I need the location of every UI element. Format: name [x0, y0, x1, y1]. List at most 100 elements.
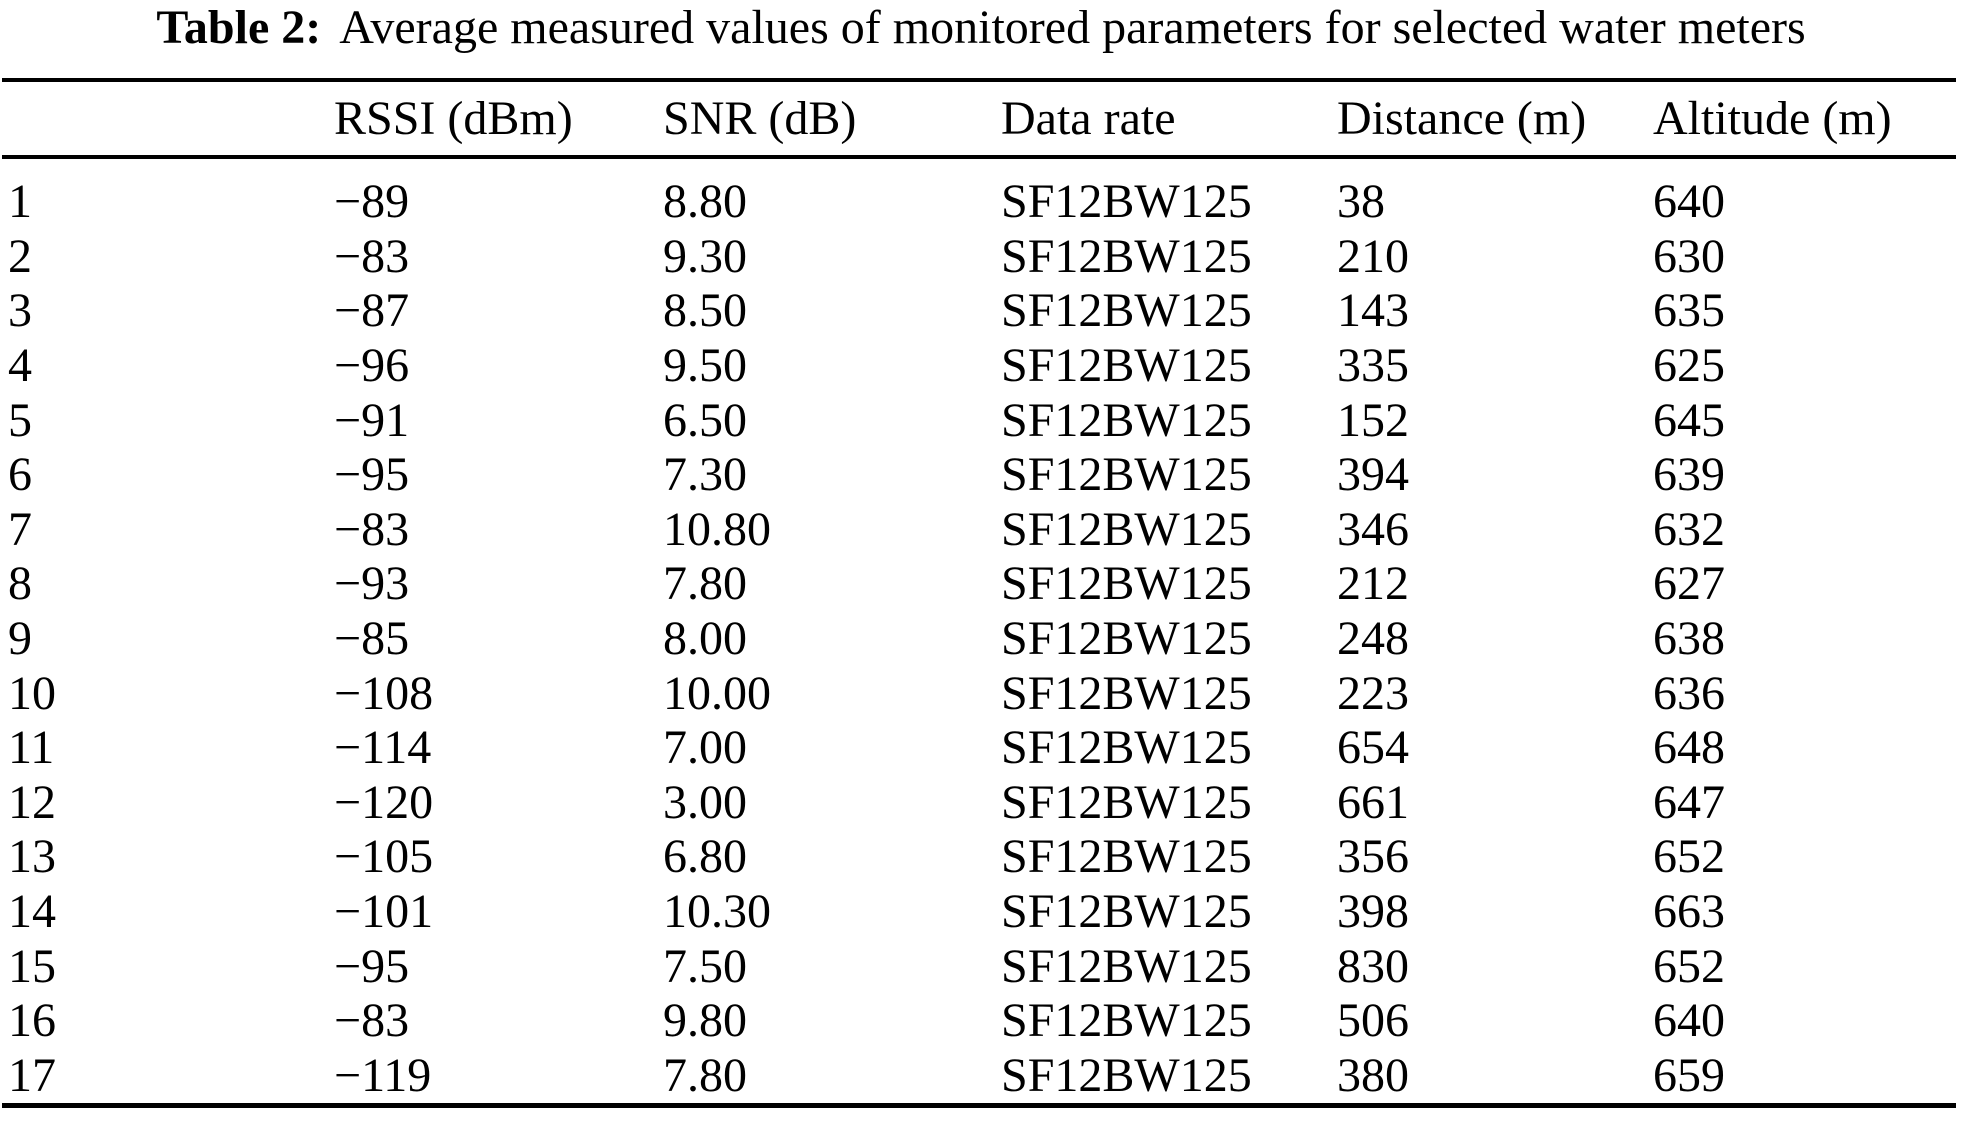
- column-header-distance-m: Distance (m): [1337, 92, 1587, 145]
- cell-distance: 380: [1337, 1048, 1409, 1102]
- cell-id: 1: [8, 175, 32, 229]
- column-header-empty: [2, 80, 334, 157]
- cell-distance: 210: [1337, 229, 1409, 283]
- cell-data-rate: SF12BW125: [1001, 885, 1252, 939]
- cell-rssi: −120: [334, 775, 434, 829]
- cell-distance: 223: [1337, 666, 1409, 720]
- cell-altitude: 635: [1653, 284, 1725, 338]
- cell-data-rate: SF12BW125: [1001, 448, 1252, 502]
- table-row: 7 −83 10.80 SF12BW125 346 632: [2, 503, 1956, 558]
- cell-altitude: 640: [1653, 175, 1725, 229]
- cell-snr: 10.00: [663, 666, 771, 720]
- cell-altitude: 625: [1653, 339, 1725, 393]
- table-row: 15 −95 7.50 SF12BW125 830 652: [2, 939, 1956, 994]
- cell-data-rate: SF12BW125: [1001, 229, 1252, 283]
- cell-id: 5: [8, 393, 32, 447]
- cell-id: 17: [8, 1048, 56, 1102]
- cell-snr: 10.30: [663, 885, 771, 939]
- table-row: 10 −108 10.00 SF12BW125 223 636: [2, 666, 1956, 721]
- cell-snr: 7.80: [663, 1048, 747, 1102]
- cell-rssi: −83: [334, 502, 410, 556]
- cell-distance: 38: [1337, 175, 1385, 229]
- cell-rssi: −108: [334, 666, 434, 720]
- cell-id: 7: [8, 502, 32, 556]
- cell-data-rate: SF12BW125: [1001, 721, 1252, 775]
- cell-rssi: −93: [334, 557, 410, 611]
- cell-data-rate: SF12BW125: [1001, 284, 1252, 338]
- table-caption-label: Table 2:: [156, 1, 322, 54]
- cell-id: 16: [8, 994, 56, 1048]
- cell-rssi: −83: [334, 229, 410, 283]
- cell-data-rate: SF12BW125: [1001, 502, 1252, 556]
- cell-snr: 7.00: [663, 721, 747, 775]
- cell-distance: 394: [1337, 448, 1409, 502]
- cell-id: 13: [8, 830, 56, 884]
- cell-distance: 346: [1337, 502, 1409, 556]
- column-header-snr-db: SNR (dB): [663, 92, 857, 145]
- cell-id: 3: [8, 284, 32, 338]
- cell-rssi: −83: [334, 994, 410, 1048]
- column-header-rssi-dbm: RSSI (dBm): [334, 92, 573, 145]
- cell-rssi: −101: [334, 885, 434, 939]
- cell-id: 15: [8, 939, 56, 993]
- table-header-row: RSSI (dBm) SNR (dB) Data rate Distance (m) A…: [2, 80, 1956, 157]
- cell-distance: 356: [1337, 830, 1409, 884]
- table-row: 1 −89 8.80 SF12BW125 38 640: [2, 157, 1956, 230]
- table-row: 11 −114 7.00 SF12BW125 654 648: [2, 721, 1956, 776]
- cell-data-rate: SF12BW125: [1001, 339, 1252, 393]
- measurements-table: RSSI (dBm) SNR (dB) Data rate Distance (m) A…: [2, 78, 1956, 1109]
- cell-id: 10: [8, 666, 56, 720]
- cell-altitude: 652: [1653, 939, 1725, 993]
- cell-snr: 8.00: [663, 612, 747, 666]
- cell-altitude: 636: [1653, 666, 1725, 720]
- table-row: 9 −85 8.00 SF12BW125 248 638: [2, 612, 1956, 667]
- cell-altitude: 648: [1653, 721, 1725, 775]
- cell-distance: 654: [1337, 721, 1409, 775]
- cell-data-rate: SF12BW125: [1001, 175, 1252, 229]
- cell-distance: 661: [1337, 775, 1409, 829]
- cell-data-rate: SF12BW125: [1001, 666, 1252, 720]
- table-row: 3 −87 8.50 SF12BW125 143 635: [2, 284, 1956, 339]
- table-row: 16 −83 9.80 SF12BW125 506 640: [2, 994, 1956, 1049]
- cell-data-rate: SF12BW125: [1001, 1048, 1252, 1102]
- cell-data-rate: SF12BW125: [1001, 612, 1252, 666]
- cell-altitude: 663: [1653, 885, 1725, 939]
- cell-altitude: 627: [1653, 557, 1725, 611]
- cell-distance: 152: [1337, 393, 1409, 447]
- table-caption-text: Average measured values of monitored par…: [339, 1, 1806, 54]
- cell-altitude: 632: [1653, 502, 1725, 556]
- cell-id: 6: [8, 448, 32, 502]
- cell-distance: 398: [1337, 885, 1409, 939]
- cell-rssi: −119: [334, 1048, 432, 1102]
- cell-id: 9: [8, 612, 32, 666]
- cell-altitude: 640: [1653, 994, 1725, 1048]
- column-header-altitude-m: Altitude (m): [1653, 92, 1892, 145]
- cell-id: 12: [8, 775, 56, 829]
- cell-distance: 506: [1337, 994, 1409, 1048]
- table-row: 14 −101 10.30 SF12BW125 398 663: [2, 885, 1956, 940]
- cell-data-rate: SF12BW125: [1001, 557, 1252, 611]
- cell-id: 11: [8, 721, 55, 775]
- cell-data-rate: SF12BW125: [1001, 775, 1252, 829]
- cell-distance: 143: [1337, 284, 1409, 338]
- cell-rssi: −95: [334, 448, 410, 502]
- cell-rssi: −87: [334, 284, 410, 338]
- cell-snr: 9.80: [663, 994, 747, 1048]
- cell-altitude: 647: [1653, 775, 1725, 829]
- table-caption: Table 2: Average measured values of monit…: [0, 0, 1962, 58]
- cell-altitude: 659: [1653, 1048, 1725, 1102]
- cell-snr: 8.80: [663, 175, 747, 229]
- cell-altitude: 652: [1653, 830, 1725, 884]
- cell-snr: 7.80: [663, 557, 747, 611]
- table-row: 17 −119 7.80 SF12BW125 380 659: [2, 1049, 1956, 1106]
- cell-altitude: 638: [1653, 612, 1725, 666]
- cell-snr: 6.50: [663, 393, 747, 447]
- cell-snr: 9.50: [663, 339, 747, 393]
- cell-id: 4: [8, 339, 32, 393]
- cell-data-rate: SF12BW125: [1001, 994, 1252, 1048]
- cell-snr: 6.80: [663, 830, 747, 884]
- table-row: 6 −95 7.30 SF12BW125 394 639: [2, 448, 1956, 503]
- table-row: 13 −105 6.80 SF12BW125 356 652: [2, 830, 1956, 885]
- cell-rssi: −89: [334, 175, 410, 229]
- cell-snr: 8.50: [663, 284, 747, 338]
